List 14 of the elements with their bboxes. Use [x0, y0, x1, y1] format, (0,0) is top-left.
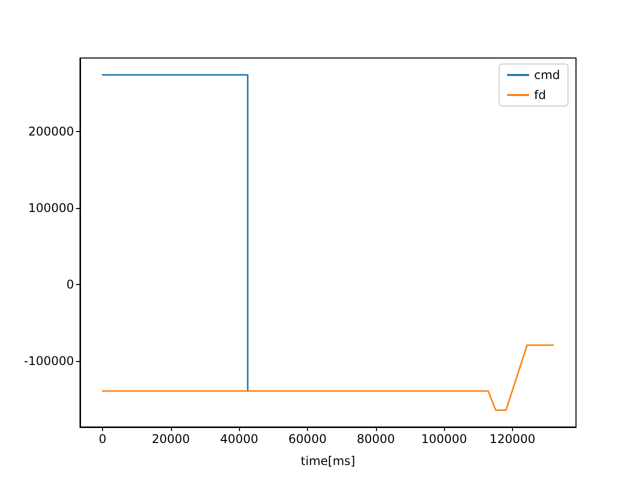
- x-tick-label: 100000: [421, 432, 468, 446]
- x-tick-label: 0: [98, 432, 106, 446]
- y-tick-label: 200000: [28, 124, 74, 138]
- x-tick-label: 40000: [220, 432, 258, 446]
- x-tick-label: 120000: [490, 432, 536, 446]
- x-axis-title: time[ms]: [300, 454, 356, 468]
- y-tick-label: 0: [66, 278, 74, 292]
- y-tick-label: -100000: [24, 354, 74, 368]
- y-tick-label: 100000: [28, 201, 74, 216]
- x-tick-label: 20000: [152, 432, 190, 446]
- x-tick-label: 80000: [356, 432, 395, 446]
- x-tick-label: 60000: [288, 432, 327, 446]
- legend-label: fd: [534, 88, 546, 102]
- legend-label: cmd: [534, 68, 560, 82]
